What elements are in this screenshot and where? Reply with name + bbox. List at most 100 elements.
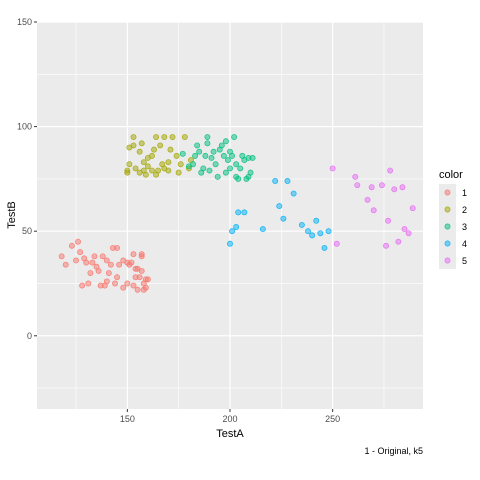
- data-point-series-3: [220, 152, 227, 159]
- data-point-series-4: [276, 203, 283, 210]
- data-point-series-4: [227, 240, 233, 247]
- data-point-series-2: [161, 134, 168, 141]
- data-point-series-5: [352, 173, 359, 180]
- major-gridlines: [37, 21, 423, 409]
- data-point-series-5: [378, 182, 385, 189]
- data-point-series-3: [196, 148, 203, 155]
- data-point-series-3: [249, 155, 256, 161]
- data-point-series-2: [157, 142, 164, 149]
- data-point-series-3: [227, 165, 233, 172]
- data-point-series-1: [77, 249, 84, 256]
- data-point-series-5: [329, 165, 336, 172]
- data-point-series-4: [229, 228, 236, 235]
- data-point-series-4: [233, 224, 240, 230]
- data-point-series-3: [208, 155, 215, 161]
- data-point-series-1: [89, 259, 96, 266]
- data-point-series-4: [272, 178, 279, 184]
- data-point-series-3: [218, 142, 225, 149]
- data-point-series-1: [124, 280, 131, 287]
- data-point-series-1: [95, 267, 102, 274]
- data-point-series-4: [259, 226, 266, 233]
- data-point-series-4: [241, 209, 248, 216]
- data-point-series-2: [151, 146, 157, 153]
- data-point-series-3: [229, 152, 236, 159]
- data-point-series-5: [354, 182, 361, 189]
- data-point-series-1: [138, 267, 145, 274]
- data-point-series-5: [409, 205, 416, 212]
- data-point-series-1: [136, 274, 143, 281]
- data-point-series-2: [149, 167, 155, 174]
- data-point-series-1: [87, 270, 94, 276]
- data-point-series-4: [321, 244, 328, 251]
- data-point-series-5: [391, 186, 398, 193]
- data-point-series-2: [153, 134, 160, 141]
- y-tick-label: 50: [22, 226, 32, 236]
- data-point-series-3: [214, 173, 221, 180]
- legend-title: color: [439, 169, 463, 181]
- data-point-series-5: [370, 207, 377, 214]
- legend: color 1 2 3 4 5: [439, 169, 467, 269]
- x-tick-label: 150: [120, 414, 135, 424]
- legend-label-4: 4: [462, 239, 467, 249]
- data-point-series-2: [132, 165, 139, 172]
- data-point-series-2: [144, 163, 151, 170]
- data-point-series-2: [181, 134, 188, 141]
- data-point-series-4: [313, 217, 320, 224]
- legend-marker-1: [444, 189, 451, 196]
- data-point-series-5: [385, 217, 392, 224]
- data-point-series-2: [167, 146, 174, 153]
- data-point-series-3: [224, 157, 231, 164]
- data-point-series-1: [103, 278, 110, 285]
- data-point-series-3: [222, 138, 229, 145]
- legend-label-1: 1: [462, 188, 467, 198]
- y-axis-ticks: 0 50 100 150: [17, 17, 37, 341]
- data-point-series-1: [138, 253, 145, 260]
- data-point-series-5: [364, 196, 371, 203]
- data-point-series-5: [405, 230, 412, 237]
- data-point-series-5: [399, 184, 406, 191]
- data-point-series-3: [192, 152, 199, 159]
- data-point-series-3: [247, 169, 254, 176]
- data-point-series-3: [194, 142, 201, 149]
- data-point-series-1: [91, 253, 98, 260]
- legend-label-5: 5: [462, 256, 467, 266]
- data-point-series-1: [85, 280, 92, 287]
- y-tick-label: 0: [27, 331, 32, 341]
- data-point-series-1: [99, 253, 106, 260]
- data-point-series-1: [114, 274, 121, 281]
- data-point-series-2: [155, 167, 162, 174]
- data-point-series-3: [210, 148, 217, 155]
- data-point-series-2: [140, 159, 147, 166]
- data-point-series-2: [165, 167, 172, 174]
- data-point-series-4: [280, 215, 287, 222]
- data-point-series-4: [298, 221, 305, 228]
- data-point-series-1: [120, 284, 127, 291]
- data-point-series-2: [177, 161, 184, 168]
- legend-label-2: 2: [462, 205, 467, 215]
- data-points: [58, 134, 416, 293]
- data-point-series-3: [206, 167, 213, 174]
- data-point-series-2: [169, 134, 176, 141]
- data-point-series-3: [202, 152, 209, 159]
- data-point-series-4: [309, 232, 316, 239]
- data-point-series-2: [173, 152, 180, 159]
- data-point-series-1: [114, 244, 121, 251]
- data-point-series-1: [103, 257, 110, 264]
- data-point-series-3: [237, 165, 244, 172]
- data-point-series-1: [75, 238, 82, 245]
- data-point-series-2: [136, 148, 143, 155]
- data-point-series-5: [333, 240, 340, 247]
- data-point-series-4: [325, 228, 332, 235]
- data-point-series-2: [130, 142, 137, 149]
- data-point-series-5: [401, 226, 408, 233]
- data-point-series-1: [73, 257, 79, 264]
- data-point-series-2: [149, 152, 155, 159]
- x-axis-title: TestA: [216, 428, 244, 440]
- data-point-series-1: [142, 284, 149, 291]
- data-point-series-1: [116, 261, 123, 268]
- data-point-series-1: [83, 259, 90, 266]
- x-tick-label: 250: [325, 414, 340, 424]
- data-point-series-3: [222, 169, 229, 176]
- legend-marker-5: [444, 257, 451, 264]
